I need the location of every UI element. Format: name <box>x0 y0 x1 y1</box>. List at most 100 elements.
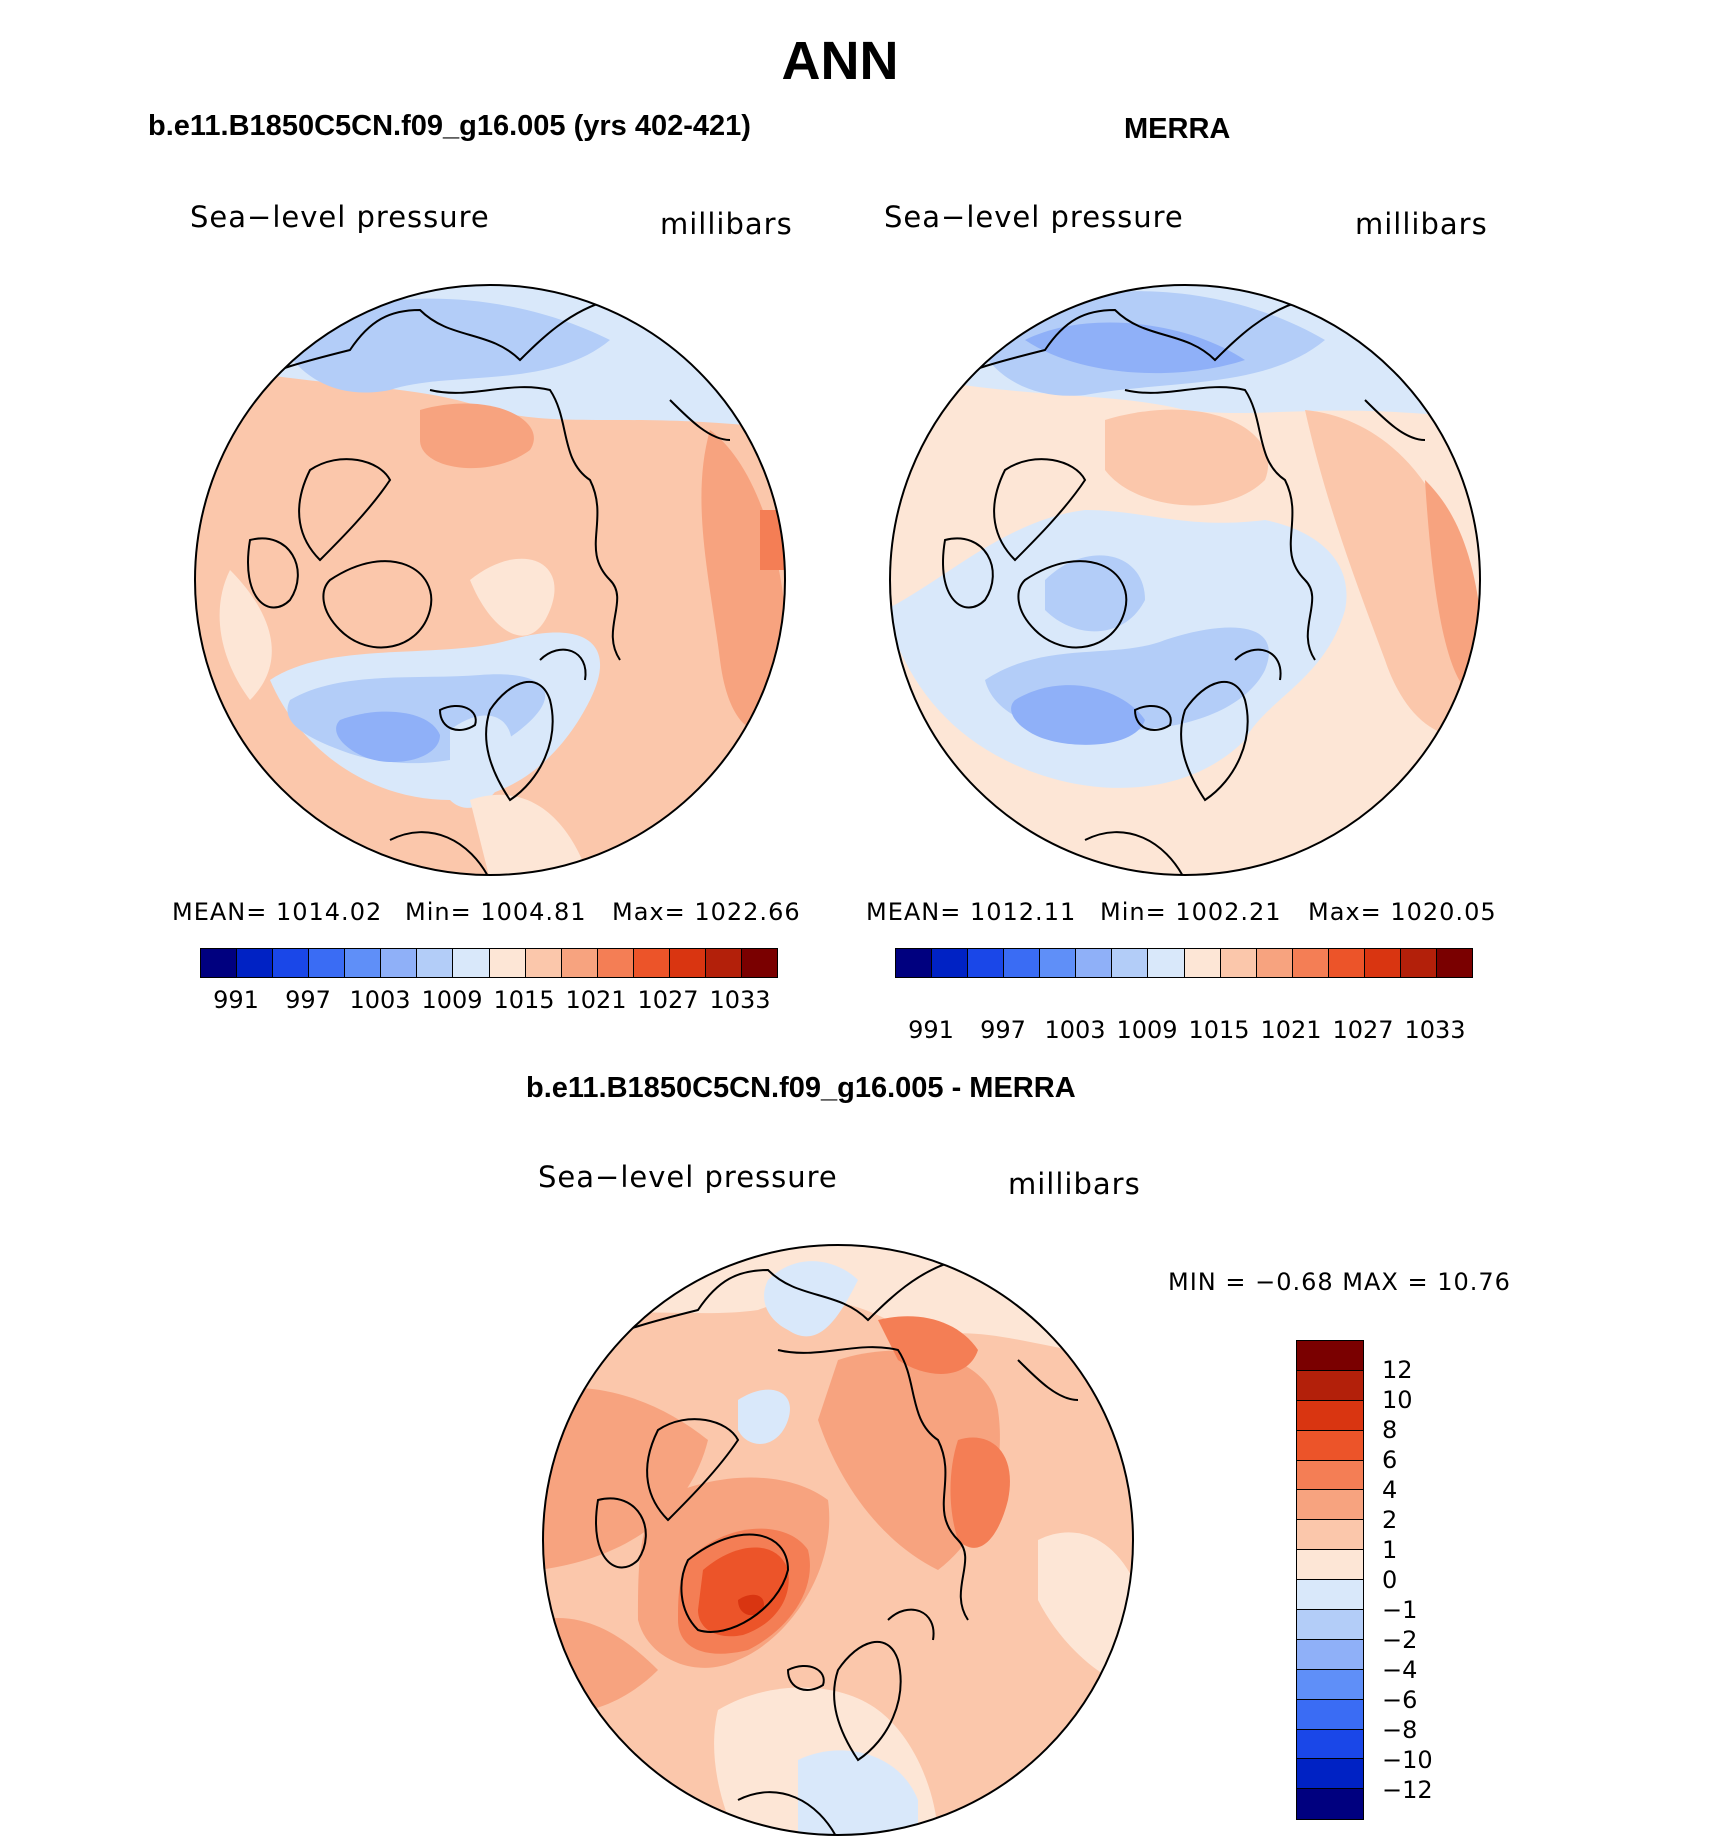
diff-tick: −8 <box>1382 1716 1418 1744</box>
colorbar-swatch <box>201 949 238 977</box>
colorbar-swatch <box>273 949 310 977</box>
colorbar-swatch <box>1040 949 1077 977</box>
colorbar-swatch <box>1076 949 1113 977</box>
left-tick: 1009 <box>421 986 483 1014</box>
colorbar-swatch <box>453 949 490 977</box>
colorbar-swatch <box>525 949 562 977</box>
colorbar-swatch <box>309 949 346 977</box>
right-tick: 1021 <box>1260 1016 1322 1044</box>
colorbar-swatch <box>669 949 706 977</box>
colorbar-swatch <box>1297 1669 1363 1700</box>
colorbar-swatch <box>417 949 454 977</box>
left-field-label: Sea−level pressure <box>190 200 490 234</box>
diff-field-label: Sea−level pressure <box>538 1160 838 1194</box>
left-tick: 1003 <box>349 986 411 1014</box>
diff-tick: −2 <box>1382 1626 1418 1654</box>
colorbar-swatch <box>1292 949 1329 977</box>
right-tick: 997 <box>980 1016 1026 1044</box>
colorbar-swatch <box>1004 949 1041 977</box>
colorbar-swatch <box>1297 1580 1363 1611</box>
colorbar-swatch <box>1297 1430 1363 1461</box>
right-polar-map <box>889 284 1481 876</box>
right-tick: 1033 <box>1404 1016 1466 1044</box>
colorbar-swatch <box>1297 1699 1363 1730</box>
diff-polar-map <box>542 1244 1134 1836</box>
diff-tick: 8 <box>1382 1416 1398 1444</box>
colorbar-swatch <box>1297 1460 1363 1491</box>
colorbar-swatch <box>1297 1370 1363 1401</box>
diff-tick: 10 <box>1382 1386 1413 1414</box>
colorbar-swatch <box>705 949 742 977</box>
diff-tick: 1 <box>1382 1536 1398 1564</box>
right-colorbar <box>895 948 1473 978</box>
colorbar-swatch <box>1148 949 1185 977</box>
diff-units-label: millibars <box>1008 1167 1141 1201</box>
left-tick: 997 <box>285 986 331 1014</box>
colorbar-swatch <box>345 949 382 977</box>
left-tick: 1021 <box>565 986 627 1014</box>
colorbar-swatch <box>1297 1789 1363 1820</box>
colorbar-swatch <box>1328 949 1365 977</box>
diff-tick: 0 <box>1382 1566 1398 1594</box>
colorbar-swatch <box>1297 1610 1363 1640</box>
colorbar-swatch <box>1297 1490 1363 1521</box>
diff-tick: 4 <box>1382 1476 1398 1504</box>
left-max: Max= 1022.66 <box>612 898 801 926</box>
diff-tick: 6 <box>1382 1446 1398 1474</box>
left-tick: 991 <box>213 986 259 1014</box>
colorbar-swatch <box>741 949 777 977</box>
right-tick: 1003 <box>1044 1016 1106 1044</box>
colorbar-swatch <box>237 949 274 977</box>
colorbar-swatch <box>633 949 670 977</box>
right-mean: MEAN= 1012.11 <box>866 898 1077 926</box>
left-tick: 1033 <box>709 986 771 1014</box>
colorbar-swatch <box>1297 1759 1363 1790</box>
diff-tick: −10 <box>1382 1746 1433 1774</box>
right-min: Min= 1002.21 <box>1100 898 1282 926</box>
right-tick: 1027 <box>1332 1016 1394 1044</box>
right-tick: 991 <box>908 1016 954 1044</box>
diff-tick: −4 <box>1382 1656 1418 1684</box>
colorbar-swatch <box>968 949 1005 977</box>
left-mean: MEAN= 1014.02 <box>172 898 383 926</box>
colorbar-swatch <box>896 949 933 977</box>
diff-colorbar-ticks: 12 10 8 6 4 2 1 0 −1 −2 −4 −6 −8 −10 −12 <box>1382 1340 1462 1820</box>
right-field-label: Sea−level pressure <box>884 200 1184 234</box>
diff-tick: −6 <box>1382 1686 1418 1714</box>
colorbar-swatch <box>1297 1400 1363 1431</box>
colorbar-swatch <box>932 949 969 977</box>
colorbar-swatch <box>381 949 418 977</box>
colorbar-swatch <box>1297 1639 1363 1670</box>
left-panel-title: b.e11.B1850C5CN.f09_g16.005 (yrs 402-421… <box>148 110 751 142</box>
diff-minmax: MIN = −0.68 MAX = 10.76 <box>1168 1268 1511 1296</box>
colorbar-swatch <box>1112 949 1149 977</box>
left-tick: 1015 <box>493 986 555 1014</box>
colorbar-swatch <box>1297 1550 1363 1581</box>
right-max: Max= 1020.05 <box>1308 898 1497 926</box>
right-tick: 1009 <box>1116 1016 1178 1044</box>
colorbar-swatch <box>1184 949 1221 977</box>
colorbar-swatch <box>1297 1520 1363 1551</box>
colorbar-swatch <box>489 949 526 977</box>
diff-tick: −1 <box>1382 1596 1418 1624</box>
diff-tick: 2 <box>1382 1506 1398 1534</box>
colorbar-swatch <box>1364 949 1401 977</box>
colorbar-swatch <box>1400 949 1437 977</box>
main-title: ANN <box>781 31 899 91</box>
right-units-label: millibars <box>1355 207 1488 241</box>
left-units-label: millibars <box>660 207 793 241</box>
colorbar-swatch <box>1220 949 1257 977</box>
left-polar-map <box>194 284 786 876</box>
diff-panel-title: b.e11.B1850C5CN.f09_g16.005 - MERRA <box>526 1072 1076 1104</box>
colorbar-swatch <box>1436 949 1472 977</box>
left-min: Min= 1004.81 <box>405 898 587 926</box>
diff-tick: −12 <box>1382 1776 1433 1804</box>
diff-colorbar <box>1296 1340 1364 1821</box>
right-tick: 1015 <box>1188 1016 1250 1044</box>
colorbar-swatch <box>1297 1729 1363 1760</box>
left-tick: 1027 <box>637 986 699 1014</box>
colorbar-swatch <box>1256 949 1293 977</box>
right-colorbar-ticks: 991 997 1003 1009 1015 1021 1027 1033 <box>895 1016 1471 1046</box>
left-colorbar <box>200 948 778 978</box>
colorbar-swatch <box>1297 1341 1363 1371</box>
